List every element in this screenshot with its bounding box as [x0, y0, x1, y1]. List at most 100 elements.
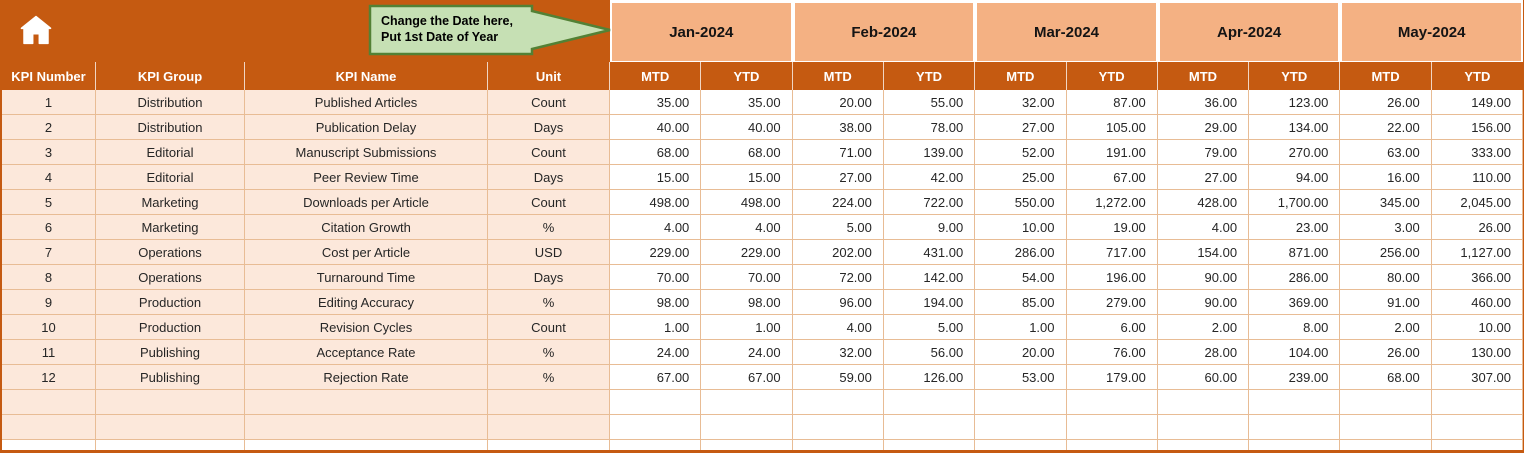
month-header-3[interactable]: Mar-2024 — [977, 3, 1156, 61]
cell-value[interactable]: 270.00 — [1249, 140, 1341, 165]
column-header-mtd-month4[interactable]: MTD — [1158, 62, 1250, 90]
cell-value[interactable]: 333.00 — [1431, 140, 1523, 165]
cell-unit[interactable]: Count — [488, 140, 610, 165]
empty-cell[interactable] — [1066, 415, 1158, 440]
empty-cell[interactable] — [245, 415, 488, 440]
cell-value[interactable]: 20.00 — [975, 340, 1067, 365]
cell-value[interactable]: 32.00 — [792, 340, 884, 365]
cell-value[interactable]: 279.00 — [1066, 290, 1158, 315]
cell-kpi-name[interactable]: Citation Growth — [245, 215, 488, 240]
column-header-kpi-number[interactable]: KPI Number — [2, 62, 96, 90]
column-header-kpi-group[interactable]: KPI Group — [96, 62, 245, 90]
cell-value[interactable]: 27.00 — [792, 165, 884, 190]
column-header-ytd-month4[interactable]: YTD — [1249, 62, 1341, 90]
column-header-mtd-month2[interactable]: MTD — [793, 62, 884, 90]
cell-value[interactable]: 70.00 — [701, 265, 793, 290]
cell-value[interactable]: 10.00 — [975, 215, 1067, 240]
cell-kpi-name[interactable]: Acceptance Rate — [245, 340, 488, 365]
cell-kpi-number[interactable]: 9 — [2, 290, 96, 315]
cell-value[interactable]: 179.00 — [1066, 365, 1158, 390]
cell-value[interactable]: 24.00 — [701, 340, 793, 365]
cell-value[interactable]: 87.00 — [1066, 90, 1158, 115]
empty-cell[interactable] — [701, 440, 793, 450]
cell-kpi-group[interactable]: Production — [96, 290, 245, 315]
cell-value[interactable]: 1,127.00 — [1431, 240, 1523, 265]
cell-unit[interactable]: Days — [488, 265, 610, 290]
cell-value[interactable]: 42.00 — [883, 165, 976, 190]
cell-kpi-group[interactable]: Distribution — [96, 115, 245, 140]
cell-kpi-name[interactable]: Downloads per Article — [245, 190, 488, 215]
cell-value[interactable]: 1.00 — [975, 315, 1067, 340]
cell-kpi-name[interactable]: Published Articles — [245, 90, 488, 115]
empty-cell[interactable] — [1431, 390, 1523, 415]
month-header-1[interactable]: Jan-2024 — [612, 3, 791, 61]
cell-value[interactable]: 27.00 — [1157, 165, 1250, 190]
cell-kpi-name[interactable]: Manuscript Submissions — [245, 140, 488, 165]
cell-kpi-group[interactable]: Marketing — [96, 190, 245, 215]
cell-kpi-group[interactable]: Production — [96, 315, 245, 340]
cell-value[interactable]: 90.00 — [1157, 265, 1250, 290]
cell-value[interactable]: 256.00 — [1340, 240, 1432, 265]
empty-cell[interactable] — [1157, 440, 1250, 450]
empty-cell[interactable] — [883, 440, 976, 450]
cell-value[interactable]: 78.00 — [883, 115, 976, 140]
empty-cell[interactable] — [488, 415, 610, 440]
cell-value[interactable]: 85.00 — [975, 290, 1067, 315]
cell-value[interactable]: 26.00 — [1340, 340, 1432, 365]
column-header-ytd-month3[interactable]: YTD — [1067, 62, 1158, 90]
empty-cell[interactable] — [610, 440, 702, 450]
empty-cell[interactable] — [701, 415, 793, 440]
empty-cell[interactable] — [610, 390, 702, 415]
cell-value[interactable]: 1,700.00 — [1249, 190, 1341, 215]
cell-value[interactable]: 104.00 — [1249, 340, 1341, 365]
cell-value[interactable]: 154.00 — [1157, 240, 1250, 265]
cell-value[interactable]: 202.00 — [792, 240, 884, 265]
column-header-ytd-month2[interactable]: YTD — [884, 62, 976, 90]
cell-unit[interactable]: % — [488, 290, 610, 315]
empty-cell[interactable] — [488, 440, 610, 450]
cell-value[interactable]: 1.00 — [610, 315, 702, 340]
empty-cell[interactable] — [1431, 440, 1523, 450]
cell-value[interactable]: 15.00 — [610, 165, 702, 190]
cell-value[interactable]: 67.00 — [610, 365, 702, 390]
cell-kpi-name[interactable]: Editing Accuracy — [245, 290, 488, 315]
empty-cell[interactable] — [2, 390, 96, 415]
cell-kpi-group[interactable]: Operations — [96, 240, 245, 265]
cell-value[interactable]: 27.00 — [975, 115, 1067, 140]
cell-value[interactable]: 105.00 — [1066, 115, 1158, 140]
cell-kpi-name[interactable]: Publication Delay — [245, 115, 488, 140]
cell-value[interactable]: 79.00 — [1157, 140, 1250, 165]
cell-value[interactable]: 6.00 — [1066, 315, 1158, 340]
cell-value[interactable]: 71.00 — [792, 140, 884, 165]
empty-cell[interactable] — [975, 390, 1067, 415]
cell-value[interactable]: 72.00 — [792, 265, 884, 290]
empty-cell[interactable] — [245, 390, 488, 415]
cell-value[interactable]: 3.00 — [1340, 215, 1432, 240]
cell-value[interactable]: 871.00 — [1249, 240, 1341, 265]
cell-value[interactable]: 239.00 — [1249, 365, 1341, 390]
cell-value[interactable]: 70.00 — [610, 265, 702, 290]
cell-kpi-number[interactable]: 3 — [2, 140, 96, 165]
cell-value[interactable]: 460.00 — [1431, 290, 1523, 315]
cell-kpi-name[interactable]: Peer Review Time — [245, 165, 488, 190]
cell-value[interactable]: 126.00 — [883, 365, 976, 390]
cell-value[interactable]: 52.00 — [975, 140, 1067, 165]
cell-value[interactable]: 96.00 — [792, 290, 884, 315]
cell-value[interactable]: 16.00 — [1340, 165, 1432, 190]
cell-kpi-name[interactable]: Rejection Rate — [245, 365, 488, 390]
cell-kpi-name[interactable]: Revision Cycles — [245, 315, 488, 340]
cell-kpi-group[interactable]: Operations — [96, 265, 245, 290]
cell-value[interactable]: 67.00 — [701, 365, 793, 390]
cell-value[interactable]: 29.00 — [1157, 115, 1250, 140]
cell-value[interactable]: 224.00 — [792, 190, 884, 215]
cell-value[interactable]: 191.00 — [1066, 140, 1158, 165]
cell-value[interactable]: 194.00 — [883, 290, 976, 315]
empty-cell[interactable] — [792, 440, 884, 450]
cell-kpi-group[interactable]: Editorial — [96, 165, 245, 190]
empty-cell[interactable] — [96, 440, 245, 450]
cell-value[interactable]: 19.00 — [1066, 215, 1158, 240]
cell-value[interactable]: 498.00 — [610, 190, 702, 215]
cell-kpi-number[interactable]: 12 — [2, 365, 96, 390]
empty-cell[interactable] — [610, 415, 702, 440]
cell-value[interactable]: 428.00 — [1157, 190, 1250, 215]
